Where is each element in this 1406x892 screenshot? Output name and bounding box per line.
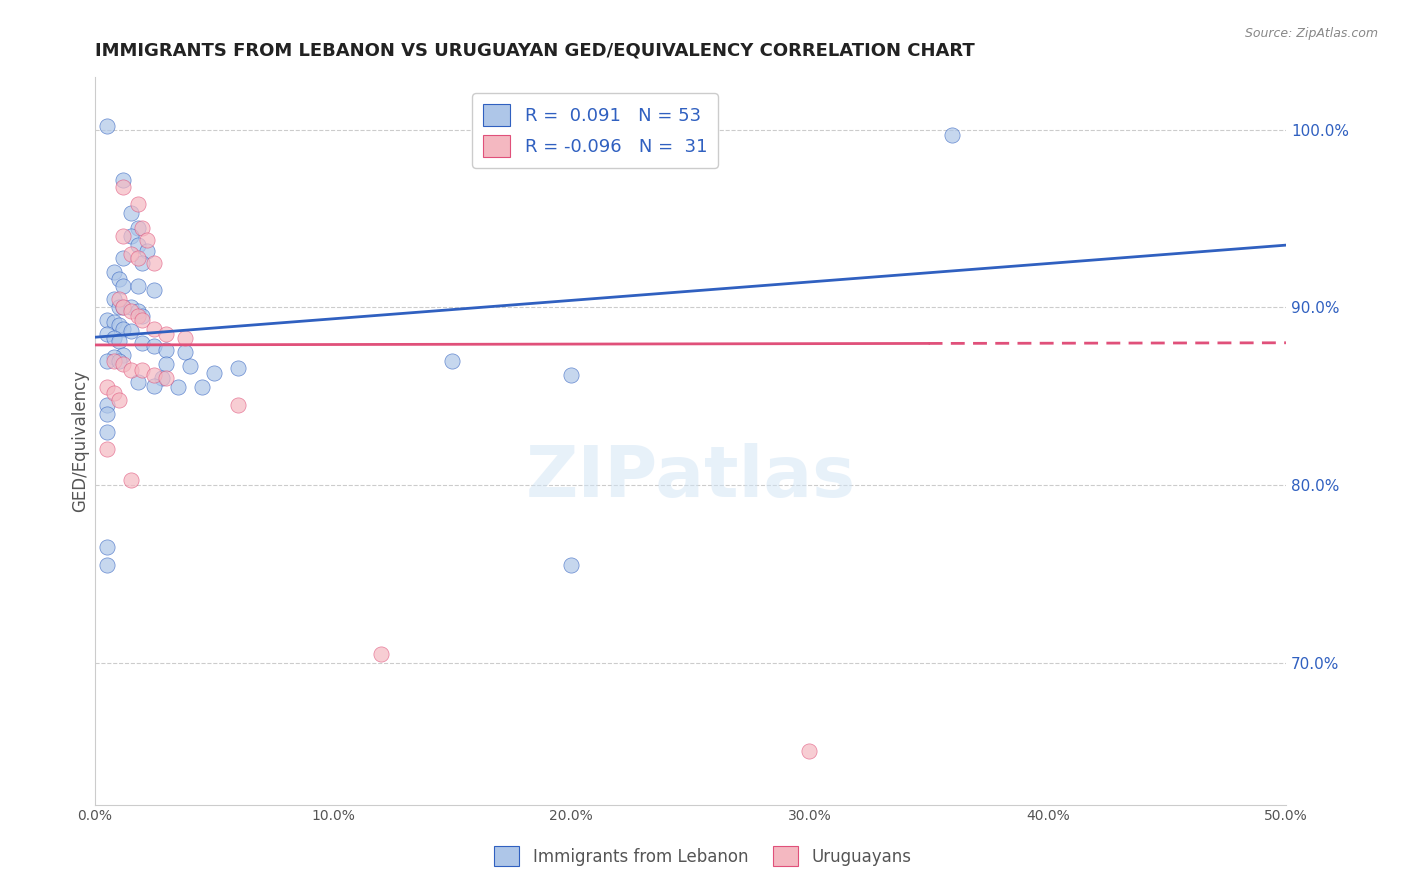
Y-axis label: GED/Equivalency: GED/Equivalency [72,369,89,512]
Point [107,334,129,348]
Point [107,301,129,315]
Point [96,327,118,342]
Point [560,368,582,382]
Legend: Immigrants from Lebanon, Uruguayans: Immigrants from Lebanon, Uruguayans [486,838,920,875]
Point [941,128,963,143]
Point [120,304,142,318]
Point [202,366,225,380]
Point [799,744,821,758]
Point [112,357,135,371]
Point [191,380,214,394]
Point [127,197,149,211]
Text: ZIPatlas: ZIPatlas [526,442,855,511]
Point [131,310,153,324]
Point [120,206,142,220]
Point [112,348,135,362]
Point [136,244,159,258]
Point [103,330,125,344]
Point [143,256,166,270]
Point [155,343,177,357]
Point [120,229,142,244]
Point [107,272,129,286]
Point [131,256,153,270]
Point [96,313,118,327]
Point [131,313,153,327]
Point [167,380,190,394]
Point [131,220,153,235]
Legend: R =  0.091   N = 53, R = -0.096   N =  31: R = 0.091 N = 53, R = -0.096 N = 31 [472,93,718,168]
Point [107,392,129,407]
Point [107,292,129,306]
Point [96,407,118,421]
Point [120,362,142,376]
Point [370,647,392,661]
Text: IMMIGRANTS FROM LEBANON VS URUGUAYAN GED/EQUIVALENCY CORRELATION CHART: IMMIGRANTS FROM LEBANON VS URUGUAYAN GED… [94,42,974,60]
Point [127,220,149,235]
Point [112,172,135,186]
Point [96,353,118,368]
Point [96,425,118,439]
Point [112,229,135,244]
Point [127,279,149,293]
Point [96,380,118,394]
Point [96,120,118,134]
Point [103,385,125,400]
Point [127,304,149,318]
Point [127,238,149,252]
Point [107,318,129,333]
Point [131,362,153,376]
Point [127,251,149,265]
Point [120,324,142,338]
Point [143,368,166,382]
Point [103,265,125,279]
Point [226,360,249,375]
Point [120,301,142,315]
Point [131,335,153,350]
Point [174,330,197,344]
Point [103,350,125,364]
Point [441,353,464,368]
Point [96,442,118,457]
Point [127,375,149,389]
Point [112,279,135,293]
Point [96,540,118,554]
Point [96,558,118,572]
Point [120,473,142,487]
Point [112,251,135,265]
Point [560,558,582,572]
Point [112,301,135,315]
Point [103,292,125,306]
Point [150,371,173,385]
Point [107,353,129,368]
Point [136,233,159,247]
Text: Source: ZipAtlas.com: Source: ZipAtlas.com [1244,27,1378,40]
Point [103,353,125,368]
Point [96,398,118,412]
Point [127,310,149,324]
Point [103,315,125,329]
Point [112,322,135,336]
Point [174,344,197,359]
Point [143,322,166,336]
Point [179,359,201,373]
Point [155,327,177,342]
Point [143,283,166,297]
Point [226,398,249,412]
Point [112,301,135,315]
Point [120,247,142,261]
Point [143,378,166,392]
Point [143,339,166,353]
Point [112,179,135,194]
Point [155,371,177,385]
Point [155,357,177,371]
